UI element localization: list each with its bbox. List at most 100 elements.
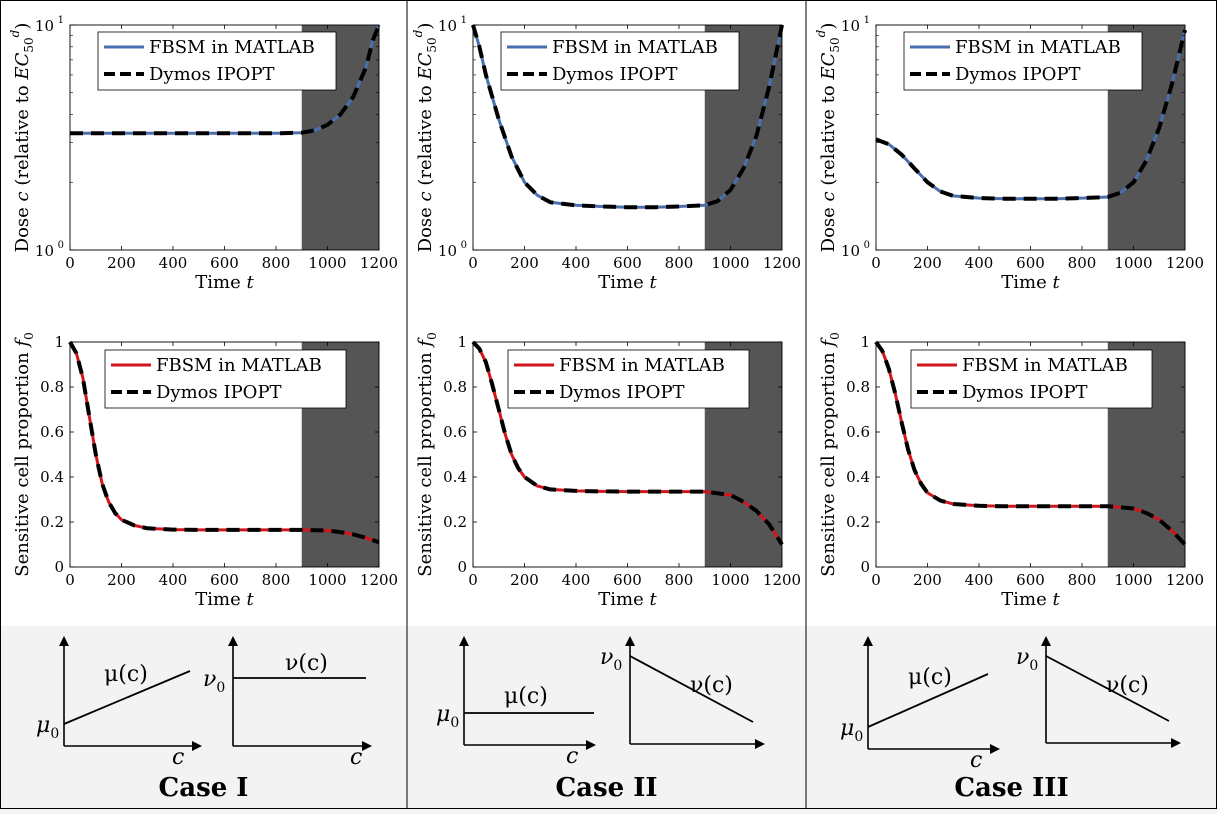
x-tick-label: 800 [1068, 254, 1097, 272]
x-tick-label: 200 [510, 571, 539, 589]
x-tick-label: 1200 [360, 571, 398, 589]
c-axis-label: c [350, 745, 362, 770]
nu-label: ν(c) [1106, 673, 1149, 698]
x-tick-label: 0 [871, 571, 881, 589]
schematic-panel-background [0, 626, 1217, 814]
x-tick-label: 200 [107, 254, 136, 272]
legend-label-dymos: Dymos IPOPT [955, 64, 1081, 85]
y-tick-label: 1 [54, 333, 64, 351]
series-line-dymos [471, 340, 784, 546]
y-tick-label: 10 [35, 242, 54, 260]
series-line-dymos [874, 340, 1187, 546]
x-tick-label: 600 [613, 571, 642, 589]
x-axis-label: Time t [1001, 589, 1060, 610]
x-tick-label: 600 [210, 254, 239, 272]
legend-label-fbsm: FBSM in MATLAB [156, 355, 322, 376]
legend-label-dymos: Dymos IPOPT [962, 382, 1088, 403]
nu-diagram: ν(c) c ν0 [203, 636, 372, 770]
y-tick-label: 1 [860, 333, 870, 351]
legend-label-fbsm: FBSM in MATLAB [955, 37, 1121, 58]
series-line-dymos [68, 341, 380, 545]
x-tick-label: 0 [468, 254, 478, 272]
mu0-label: μ0 [36, 713, 59, 742]
c-axis-label: c [172, 745, 184, 770]
case-diagram-2: μ(c) μ0 c ν(c) ν0 Case II [436, 636, 765, 803]
nu-curve [629, 655, 754, 723]
nu-diagram: ν(c) ν0 [600, 636, 765, 749]
y-tick-label: 10 [841, 17, 860, 35]
legend: FBSM in MATLAB Dymos IPOPT [507, 349, 750, 409]
y-axis-arrowhead [459, 636, 469, 646]
legend-label-fbsm: FBSM in MATLAB [552, 37, 718, 58]
legend-label-dymos: Dymos IPOPT [559, 382, 685, 403]
x-axis-arrowhead [1171, 738, 1181, 748]
x-tick-label: 600 [210, 571, 239, 589]
nu-label: ν(c) [690, 673, 733, 698]
y-tick-exponent: 1 [864, 15, 870, 26]
x-tick-label: 600 [613, 254, 642, 272]
nu0-label: ν0 [1016, 645, 1038, 674]
x-tick-label: 400 [159, 254, 188, 272]
series-line-dymos [471, 24, 784, 210]
nu0-label: ν0 [600, 645, 622, 674]
x-axis-arrowhead [192, 741, 202, 751]
mu-label: μ(c) [504, 684, 548, 709]
x-tick-label: 800 [262, 254, 291, 272]
x-axis-arrowhead [586, 740, 596, 750]
mu-label: μ(c) [104, 662, 148, 687]
y-tick-label: 10 [841, 242, 860, 260]
x-tick-label: 1000 [308, 254, 346, 272]
x-tick-label: 800 [665, 254, 694, 272]
legend-label-dymos: Dymos IPOPT [552, 64, 678, 85]
x-tick-label: 600 [1016, 571, 1045, 589]
mu-diagram: μ(c) μ0 c [36, 636, 202, 770]
y-axis-label: Dose c (relative to EC50d) [814, 23, 842, 253]
x-tick-label: 200 [107, 571, 136, 589]
y-tick-exponent: 0 [58, 240, 64, 251]
y-axis-arrowhead [59, 636, 69, 646]
y-tick-label: 0.6 [846, 423, 870, 441]
mu-diagram: μ(c) μ0 c [840, 636, 1000, 773]
y-axis-label-text: Sensitive cell proportion f0 [415, 332, 439, 576]
x-tick-label: 400 [159, 571, 188, 589]
y-tick-label: 0.2 [846, 513, 870, 531]
x-tick-label: 200 [913, 254, 942, 272]
y-axis-label: Dose c (relative to EC50d) [8, 23, 36, 253]
x-tick-label: 1200 [763, 254, 801, 272]
case-diagram-1: μ(c) μ0 c ν(c) c ν0 Case I [36, 636, 372, 803]
x-tick-label: 1000 [1114, 254, 1152, 272]
y-axis-arrowhead [625, 636, 635, 646]
case-diagrams-layer: μ(c) μ0 c ν(c) c ν0 Case I μ(c) μ0 c ν(c) ν0 Case II… [0, 626, 1217, 814]
y-tick-exponent: 1 [58, 15, 64, 26]
legend-label-fbsm: FBSM in MATLAB [149, 37, 315, 58]
x-tick-label: 1000 [711, 254, 749, 272]
x-axis-arrowhead [990, 744, 1000, 754]
case-diagram-3: μ(c) μ0 c ν(c) ν0 Case III [840, 636, 1181, 803]
legend-label-dymos: Dymos IPOPT [149, 64, 275, 85]
y-tick-label: 0.2 [443, 513, 467, 531]
y-tick-label: 1 [457, 333, 467, 351]
y-tick-label: 0 [860, 558, 870, 576]
dose-plot-1: 0 200 400 600 800 1000 1200 10 0 10 1 Time t Dose c … [8, 15, 398, 293]
x-tick-label: 200 [913, 571, 942, 589]
y-axis-label: Sensitive cell proportion f0 [12, 332, 36, 576]
legend-box [507, 349, 750, 409]
legend-box [910, 349, 1153, 409]
series-line-dymos [875, 29, 1187, 201]
y-tick-label: 0.4 [846, 468, 870, 486]
nu0-label: ν0 [203, 667, 225, 696]
y-tick-label: 0.4 [40, 468, 64, 486]
y-tick-label: 0.4 [443, 468, 467, 486]
legend-box [903, 31, 1143, 91]
y-axis-arrowhead [228, 636, 238, 646]
x-axis-label: Time t [195, 589, 254, 610]
legend: FBSM in MATLAB Dymos IPOPT [97, 31, 337, 91]
legend-box [104, 349, 347, 409]
y-axis-label-text: Dose c (relative to EC50d) [814, 23, 842, 253]
dose-plot-2: 0 200 400 600 800 1000 1200 10 0 10 1 Time t Dose c … [411, 15, 801, 293]
legend: FBSM in MATLAB Dymos IPOPT [910, 349, 1153, 409]
x-tick-label: 1200 [1166, 571, 1204, 589]
x-axis-label: Time t [1001, 272, 1060, 293]
legend-label-fbsm: FBSM in MATLAB [559, 355, 725, 376]
legend-label-fbsm: FBSM in MATLAB [962, 355, 1128, 376]
